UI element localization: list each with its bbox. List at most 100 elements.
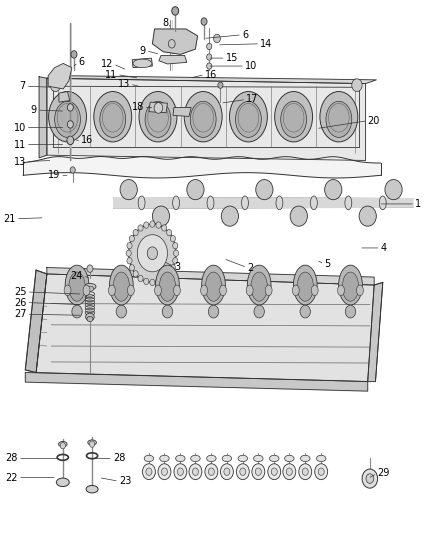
Circle shape (173, 257, 178, 264)
Text: 24: 24 (70, 271, 83, 281)
Text: 16: 16 (205, 70, 217, 79)
Circle shape (138, 276, 143, 281)
Ellipse shape (254, 455, 263, 462)
Circle shape (255, 468, 261, 475)
Polygon shape (59, 92, 70, 102)
Ellipse shape (207, 455, 216, 462)
Ellipse shape (325, 180, 342, 200)
Circle shape (208, 305, 219, 318)
Circle shape (50, 79, 60, 92)
Circle shape (174, 464, 187, 480)
Text: 6: 6 (242, 30, 248, 40)
Ellipse shape (64, 285, 71, 296)
Ellipse shape (139, 92, 177, 142)
Circle shape (218, 82, 223, 88)
Circle shape (173, 243, 178, 249)
Circle shape (133, 271, 138, 277)
Ellipse shape (152, 206, 170, 226)
Text: 11: 11 (14, 140, 26, 150)
Circle shape (224, 468, 230, 475)
Circle shape (147, 247, 158, 260)
Circle shape (271, 468, 277, 475)
Polygon shape (25, 270, 47, 373)
Ellipse shape (88, 440, 96, 445)
Text: 17: 17 (246, 94, 258, 104)
Ellipse shape (113, 272, 130, 301)
Circle shape (205, 464, 218, 480)
Circle shape (150, 279, 155, 286)
Ellipse shape (320, 92, 358, 142)
Circle shape (162, 225, 167, 231)
Circle shape (207, 54, 212, 60)
Circle shape (201, 18, 207, 25)
Circle shape (138, 225, 143, 231)
Text: 5: 5 (325, 259, 331, 269)
Ellipse shape (246, 285, 253, 296)
Text: 1: 1 (415, 199, 421, 209)
Ellipse shape (345, 196, 352, 210)
Polygon shape (25, 270, 47, 373)
Ellipse shape (201, 285, 208, 296)
Text: 10: 10 (14, 123, 26, 133)
Polygon shape (48, 63, 72, 89)
Ellipse shape (290, 206, 307, 226)
Ellipse shape (281, 101, 307, 138)
Text: 12: 12 (101, 59, 113, 69)
Text: 9: 9 (31, 105, 37, 115)
Ellipse shape (65, 265, 89, 305)
Circle shape (127, 257, 132, 264)
Circle shape (315, 464, 328, 480)
Ellipse shape (155, 285, 162, 296)
Circle shape (70, 167, 75, 173)
Circle shape (156, 278, 161, 285)
Ellipse shape (191, 455, 200, 462)
Circle shape (318, 468, 324, 475)
Ellipse shape (222, 455, 232, 462)
Ellipse shape (57, 478, 69, 487)
Ellipse shape (339, 265, 362, 305)
Circle shape (240, 468, 246, 475)
Ellipse shape (251, 272, 267, 301)
Circle shape (144, 278, 149, 285)
Polygon shape (23, 157, 381, 178)
Circle shape (252, 464, 265, 480)
Ellipse shape (173, 285, 180, 296)
Circle shape (67, 120, 73, 128)
Text: 18: 18 (131, 102, 144, 112)
Text: 16: 16 (81, 135, 94, 146)
Text: 7: 7 (20, 81, 26, 91)
Ellipse shape (385, 180, 402, 200)
Ellipse shape (205, 272, 222, 301)
Circle shape (150, 221, 155, 227)
Ellipse shape (326, 101, 352, 138)
Polygon shape (132, 58, 152, 68)
Circle shape (173, 250, 179, 256)
Ellipse shape (187, 180, 204, 200)
Text: 3: 3 (174, 262, 180, 271)
Polygon shape (368, 282, 383, 382)
Ellipse shape (219, 285, 226, 296)
Circle shape (129, 265, 134, 271)
Polygon shape (159, 55, 187, 64)
Ellipse shape (359, 206, 376, 226)
Ellipse shape (201, 265, 226, 305)
Ellipse shape (176, 455, 185, 462)
Ellipse shape (297, 272, 314, 301)
Ellipse shape (159, 272, 176, 301)
Ellipse shape (236, 101, 261, 138)
Polygon shape (39, 77, 47, 158)
Text: 29: 29 (377, 469, 389, 478)
Ellipse shape (184, 92, 222, 142)
Circle shape (129, 236, 134, 242)
Text: 20: 20 (368, 116, 380, 126)
Polygon shape (173, 108, 191, 116)
Ellipse shape (133, 59, 152, 68)
Text: 9: 9 (140, 46, 146, 56)
Ellipse shape (379, 196, 386, 210)
Ellipse shape (311, 196, 317, 210)
Polygon shape (25, 373, 368, 391)
Circle shape (366, 474, 374, 483)
Circle shape (71, 51, 77, 58)
Circle shape (87, 265, 93, 272)
Ellipse shape (85, 313, 94, 320)
